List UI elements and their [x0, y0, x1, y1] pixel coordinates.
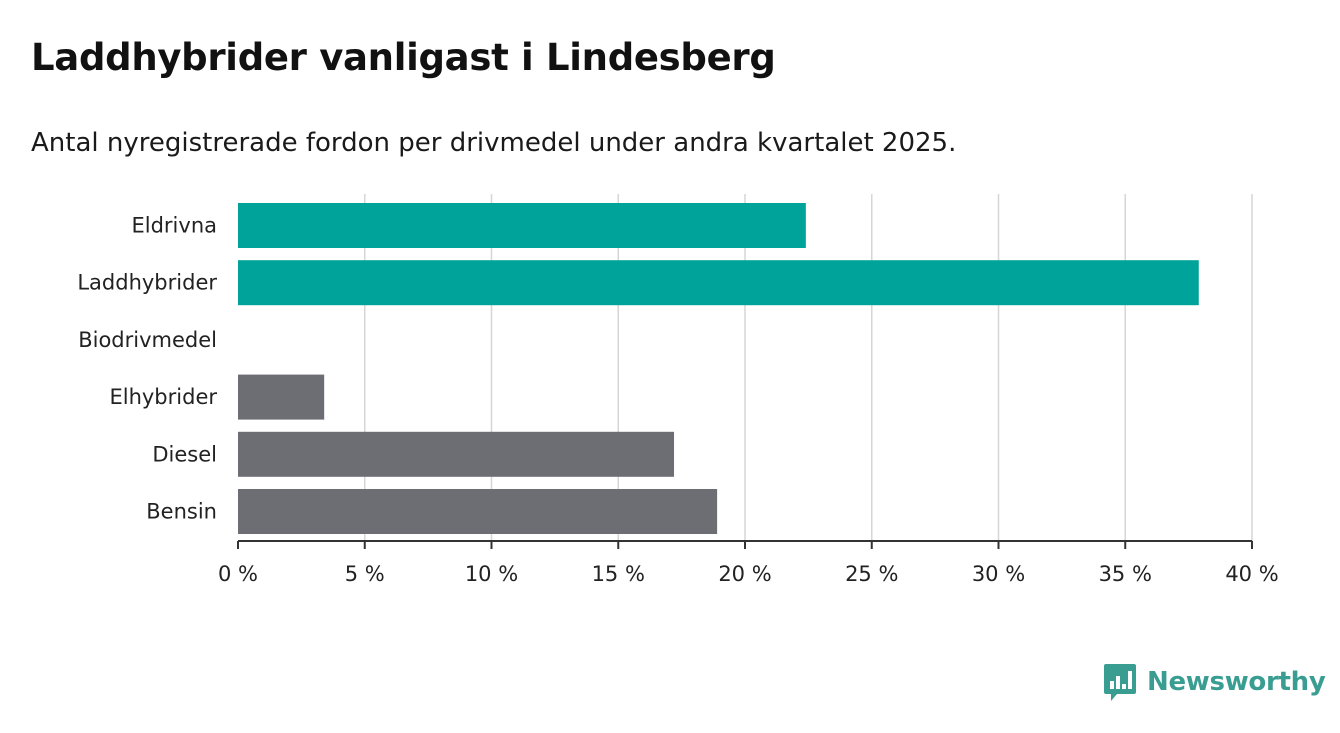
x-tick-label: 5 % — [345, 562, 385, 586]
bar-diesel — [238, 431, 675, 477]
category-label: Elhybrider — [109, 385, 217, 409]
x-tick-label: 15 % — [592, 562, 645, 586]
bar-bensin — [238, 489, 718, 534]
brand-logo: Newsworthy — [1103, 662, 1326, 702]
x-tick-label: 20 % — [718, 562, 771, 586]
category-label: Biodrivmedel — [78, 328, 217, 352]
category-label: Laddhybrider — [77, 271, 217, 295]
x-tick-label: 10 % — [465, 562, 518, 586]
category-labels: Eldrivna Laddhybrider Biodrivmedel Elhybrid… — [77, 214, 217, 524]
bars — [238, 203, 1199, 534]
x-tick-label: 25 % — [845, 562, 898, 586]
bar-elhybrider — [238, 374, 325, 420]
bar-chart-logo-icon — [1104, 664, 1136, 701]
x-tick-label: 40 % — [1225, 562, 1278, 586]
category-label: Bensin — [146, 500, 217, 524]
brand-name: Newsworthy — [1147, 667, 1326, 697]
x-tick-label: 35 % — [1099, 562, 1152, 586]
x-tick-label: 30 % — [972, 562, 1025, 586]
x-tick-label: 0 % — [218, 562, 258, 586]
category-label: Diesel — [152, 442, 217, 466]
category-label: Eldrivna — [131, 214, 217, 238]
x-axis: 0 % 5 % 10 % 15 % 20 % 25 % 30 % 35 % 40 % — [218, 540, 1279, 586]
grid-lines — [364, 194, 1253, 541]
bar-eldrivna — [238, 203, 806, 248]
chart-title: Laddhybrider vanligast i Lindesberg — [31, 36, 776, 79]
chart-subtitle: Antal nyregistrerade fordon per drivmede… — [31, 128, 957, 158]
bar-laddhybrider — [238, 260, 1199, 306]
